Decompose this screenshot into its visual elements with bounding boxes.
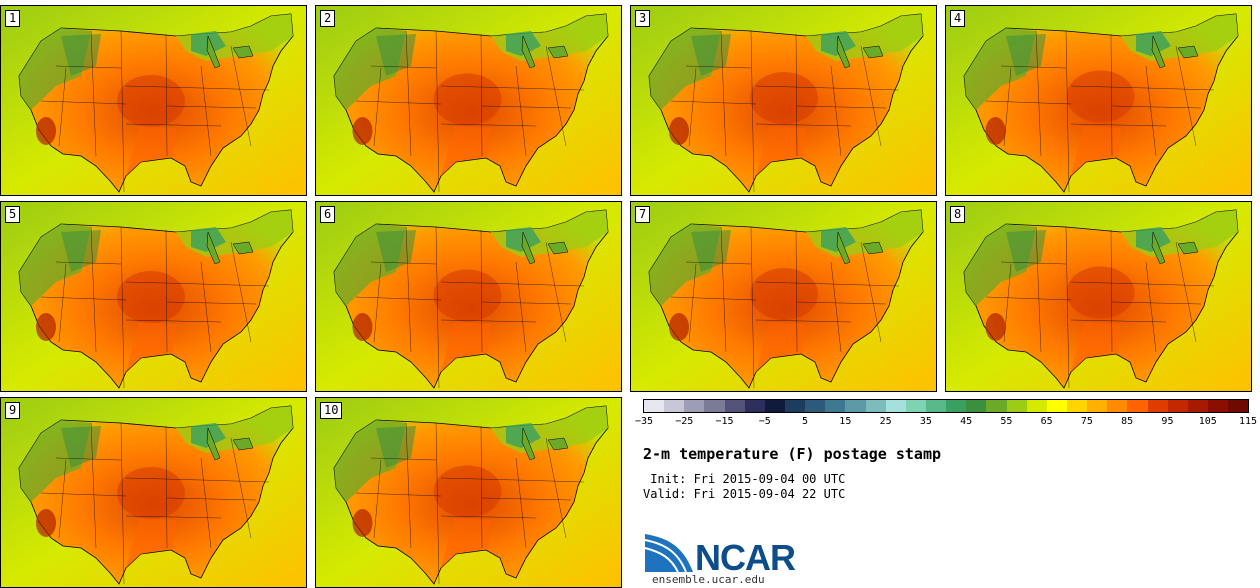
temperature-map <box>1 6 306 195</box>
colorbar-cell <box>805 400 826 412</box>
colorbar-tick-label: 115 <box>1238 416 1258 427</box>
temperature-map <box>631 202 936 391</box>
colorbar-cell <box>1026 400 1047 412</box>
stamp-panel: 7 <box>630 201 937 392</box>
stamp-number: 3 <box>635 10 651 27</box>
colorbar-cell <box>724 400 745 412</box>
colorbar-cell <box>1207 400 1229 412</box>
stamp-panel: 2 <box>315 5 622 196</box>
stamp-panel: 5 <box>0 201 307 392</box>
colorbar-cell <box>1006 400 1027 412</box>
colorbar-tick-label: 65 <box>1040 416 1053 427</box>
colorbar-tick-label: 45 <box>960 416 973 427</box>
stamp-number: 4 <box>950 10 966 27</box>
temperature-map <box>1 398 306 587</box>
colorbar-tick-label: −15 <box>715 416 734 427</box>
stamp-panel: 10 <box>315 397 622 588</box>
stamp-panel: 4 <box>945 5 1252 196</box>
temperature-map <box>316 398 621 587</box>
colorbar-cell <box>704 400 725 412</box>
stamp-number: 7 <box>635 206 651 223</box>
colorbar-cell <box>825 400 846 412</box>
stamp-number: 5 <box>5 206 21 223</box>
stamp-panel: 1 <box>0 5 307 196</box>
stamp-number: 2 <box>320 10 336 27</box>
colorbar-cell <box>1167 400 1188 412</box>
stamp-panel: 6 <box>315 201 622 392</box>
colorbar-tick-label: 85 <box>1121 416 1134 427</box>
colorbar-cell <box>1228 400 1249 412</box>
colorbar-cell <box>744 400 765 412</box>
colorbar-cell <box>986 400 1007 412</box>
colorbar-cell <box>684 400 705 412</box>
stamp-number: 9 <box>5 402 21 419</box>
colorbar-tick-label: 35 <box>919 416 932 427</box>
temperature-map <box>1 202 306 391</box>
ncar-logo-text: NCAR <box>695 537 796 578</box>
stamp-number: 1 <box>5 10 21 27</box>
colorbar-cell <box>885 400 906 412</box>
colorbar-tick-label: 15 <box>839 416 852 427</box>
colorbar-cell <box>865 400 886 412</box>
colorbar-tick-label: 105 <box>1198 416 1217 427</box>
colorbar-cell <box>845 400 866 412</box>
stamp-number: 10 <box>320 402 343 419</box>
colorbar-cell <box>1046 400 1067 412</box>
temperature-map <box>316 202 621 391</box>
figure-title: 2-m temperature (F) postage stamp <box>643 445 942 463</box>
temperature-map <box>631 6 936 195</box>
colorbar-ticks: −35 −25 −15 −5 5 15 25 35 45 55 65 75 85 95 105 115 <box>635 416 1257 430</box>
colorbar-tick-label: −25 <box>675 416 694 427</box>
site-url: ensemble.ucar.edu <box>652 573 765 586</box>
colorbar-cell <box>905 400 926 412</box>
valid-time: Valid: Fri 2015-09-04 22 UTC <box>643 487 846 501</box>
colorbar-cell <box>1127 400 1148 412</box>
colorbar-cell <box>1147 400 1168 412</box>
temperature-map <box>316 6 621 195</box>
temperature-map <box>946 6 1251 195</box>
colorbar-tick-label: 55 <box>1000 416 1013 427</box>
stamp-panel: 9 <box>0 397 307 588</box>
stamp-panel: 8 <box>945 201 1252 392</box>
colorbar-cell <box>1066 400 1088 412</box>
stamp-panel: 3 <box>630 5 937 196</box>
temperature-map <box>946 202 1251 391</box>
colorbar-cell <box>664 400 685 412</box>
colorbar-tick-label: 75 <box>1080 416 1093 427</box>
colorbar-cell <box>784 400 806 412</box>
colorbar-tick-label: 25 <box>879 416 892 427</box>
colorbar-tick-label: −35 <box>634 416 654 427</box>
colorbar-cell <box>966 400 987 412</box>
colorbar <box>643 399 1249 413</box>
init-time: Init: Fri 2015-09-04 00 UTC <box>643 472 846 486</box>
colorbar-cell <box>1187 400 1208 412</box>
stamp-number: 6 <box>320 206 336 223</box>
colorbar-tick-label: 95 <box>1161 416 1174 427</box>
colorbar-cell <box>925 400 947 412</box>
colorbar-cell <box>946 400 967 412</box>
colorbar-cell <box>644 400 665 412</box>
ncar-logo <box>644 534 693 573</box>
colorbar-tick-label: 5 <box>802 416 809 427</box>
colorbar-cell <box>1107 400 1128 412</box>
stamp-number: 8 <box>950 206 966 223</box>
colorbar-cell <box>1087 400 1108 412</box>
colorbar-cell <box>764 400 785 412</box>
colorbar-tick-label: −5 <box>758 416 771 427</box>
